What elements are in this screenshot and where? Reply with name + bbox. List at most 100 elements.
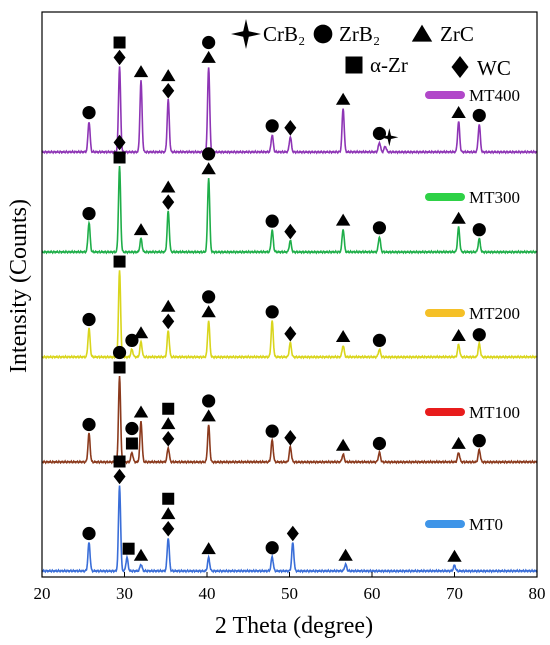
legend-square-icon (345, 56, 363, 74)
diamond-phase-marker (162, 430, 175, 447)
diamond-phase-marker (284, 120, 297, 136)
y-axis-title: Intensity (Counts) (6, 199, 32, 373)
series-color-swatch-mt100 (425, 408, 465, 416)
triangle-phase-marker (161, 180, 176, 193)
series-line-mt0 (41, 485, 538, 574)
triangle-phase-marker (201, 542, 216, 555)
series-line-mt300 (41, 165, 538, 255)
star-phase-marker (380, 128, 399, 147)
series-label-mt300: MT300 (469, 188, 520, 207)
triangle-phase-marker (201, 162, 216, 175)
x-tick-label: 80 (529, 584, 546, 603)
circle-phase-marker (265, 424, 279, 438)
circle-phase-marker (202, 394, 216, 408)
circle-phase-marker (265, 305, 279, 319)
series-line-mt100 (41, 376, 538, 465)
legend-star-icon (231, 19, 261, 49)
x-tick-label: 60 (364, 584, 381, 603)
triangle-phase-marker (451, 211, 466, 224)
square-phase-marker (162, 492, 175, 505)
x-tick-label: 30 (116, 584, 133, 603)
square-phase-marker (162, 402, 175, 415)
circle-phase-marker (82, 106, 96, 120)
triangle-phase-marker (201, 305, 216, 318)
triangle-phase-marker (133, 326, 149, 339)
series-label-mt400: MT400 (469, 86, 520, 105)
square-phase-marker (113, 255, 126, 268)
x-tick-label: 40 (199, 584, 216, 603)
square-phase-marker (125, 437, 138, 450)
series-color-swatch-mt400 (425, 91, 465, 99)
triangle-phase-marker (201, 50, 216, 63)
circle-phase-marker (472, 223, 486, 237)
circle-phase-marker (472, 328, 486, 342)
x-tick-label: 20 (34, 584, 51, 603)
circle-phase-marker (265, 119, 279, 133)
legend-triangle-icon (411, 24, 433, 42)
triangle-phase-marker (451, 106, 466, 118)
phase-marker-layer (82, 35, 486, 562)
diamond-phase-marker (113, 49, 126, 66)
diamond-phase-marker (113, 468, 126, 485)
diamond-phase-marker (284, 430, 297, 446)
legend-label: CrB₂ (263, 22, 305, 46)
x-axis-ticks: 20 30 40 50 60 70 80 (34, 572, 546, 603)
legend-circle-icon (313, 24, 333, 44)
x-axis-title: 2 Theta (degree) (215, 613, 373, 639)
triangle-phase-marker (335, 330, 351, 342)
triangle-phase-marker (335, 92, 351, 105)
legend-label: ZrB₂ (339, 22, 380, 46)
diamond-phase-marker (162, 194, 175, 210)
triangle-phase-marker (161, 299, 176, 312)
diamond-phase-marker (162, 313, 175, 330)
circle-phase-marker (472, 108, 486, 123)
triangle-phase-marker (451, 436, 466, 449)
square-phase-marker (113, 455, 126, 468)
circle-phase-marker (82, 206, 96, 221)
triangle-phase-marker (161, 69, 176, 82)
series-color-swatch-mt0 (425, 520, 465, 528)
diamond-phase-marker (284, 325, 297, 342)
series-line-mt200 (41, 270, 538, 360)
series-label-mt100: MT100 (469, 403, 520, 422)
legend-diamond-icon (451, 55, 469, 79)
triangle-phase-marker (447, 549, 462, 562)
triangle-phase-marker (133, 65, 149, 78)
square-phase-marker (113, 151, 126, 164)
triangle-phase-marker (161, 507, 176, 520)
diamond-phase-marker (286, 525, 299, 542)
diamond-phase-marker (113, 134, 126, 151)
legend: CrB₂ ZrB₂ ZrC α-Zr WC (231, 19, 511, 80)
triangle-phase-marker (133, 223, 149, 236)
square-phase-marker (113, 36, 126, 49)
triangle-phase-marker (133, 405, 149, 418)
circle-phase-marker (372, 221, 387, 235)
circle-phase-marker (372, 436, 387, 451)
triangle-phase-marker (161, 417, 176, 430)
triangle-phase-marker (335, 438, 351, 451)
series-label-layer: MT400 MT300 MT200 MT100 MT0 (425, 86, 520, 534)
legend-label: ZrC (440, 22, 474, 46)
triangle-phase-marker (335, 213, 351, 226)
circle-phase-marker (202, 290, 216, 304)
circle-phase-marker (202, 147, 216, 161)
legend-label: WC (477, 56, 511, 80)
x-tick-label: 50 (281, 584, 298, 603)
triangle-phase-marker (451, 329, 466, 342)
circle-phase-marker (125, 421, 139, 436)
circle-phase-marker (372, 333, 387, 347)
circle-phase-marker (472, 434, 486, 448)
square-phase-marker (113, 361, 126, 374)
diamond-phase-marker (162, 82, 175, 99)
series-color-swatch-mt200 (425, 309, 465, 317)
circle-phase-marker (82, 417, 96, 432)
diamond-phase-marker (162, 520, 175, 537)
diamond-phase-marker (284, 223, 297, 240)
triangle-phase-marker (133, 548, 149, 561)
circle-phase-marker (265, 541, 279, 555)
triangle-phase-marker (338, 548, 353, 561)
circle-phase-marker (112, 345, 127, 360)
series-label-mt0: MT0 (469, 515, 503, 534)
square-phase-marker (122, 542, 135, 555)
